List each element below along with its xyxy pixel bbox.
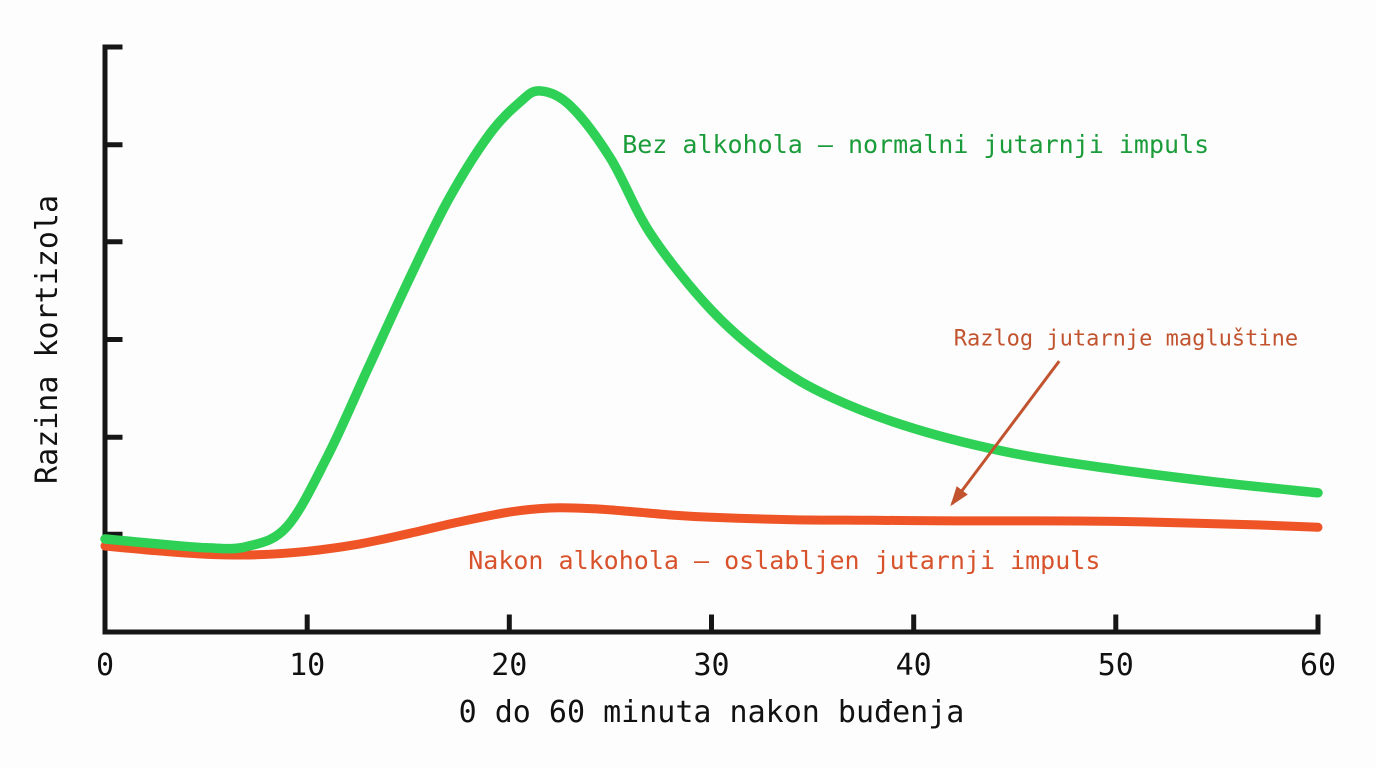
series-curves <box>100 86 1323 560</box>
x-tick-label-0: 0 <box>96 648 114 683</box>
x-tick-label-40: 40 <box>896 648 932 683</box>
axis-lines-and-ticks <box>102 44 1321 635</box>
x-tick-label-50: 50 <box>1098 648 1134 683</box>
x-axis-tick-labels: 0 10 20 30 40 50 60 <box>96 648 1336 683</box>
series-curve-0 <box>100 503 1323 560</box>
axes <box>102 44 1321 635</box>
series-label-no-alcohol: Bez alkohola — normalni jutarnji impuls <box>622 130 1209 159</box>
series-label-after-alcohol: Nakon alkohola — oslabljen jutarnji impu… <box>468 546 1100 575</box>
x-tick-label-30: 30 <box>693 648 729 683</box>
x-tick-label-60: 60 <box>1300 648 1336 683</box>
series-curve-1 <box>100 86 1323 554</box>
x-tick-label-10: 10 <box>289 648 325 683</box>
y-axis-title: Razina kortizola <box>30 195 65 484</box>
annotation-morning-fog-label: Razlog jutarnje magluštine <box>954 327 1298 352</box>
annotation-arrow <box>950 360 1061 507</box>
x-axis-title: 0 do 60 minuta nakon buđenja <box>459 695 965 730</box>
x-tick-label-20: 20 <box>491 648 527 683</box>
